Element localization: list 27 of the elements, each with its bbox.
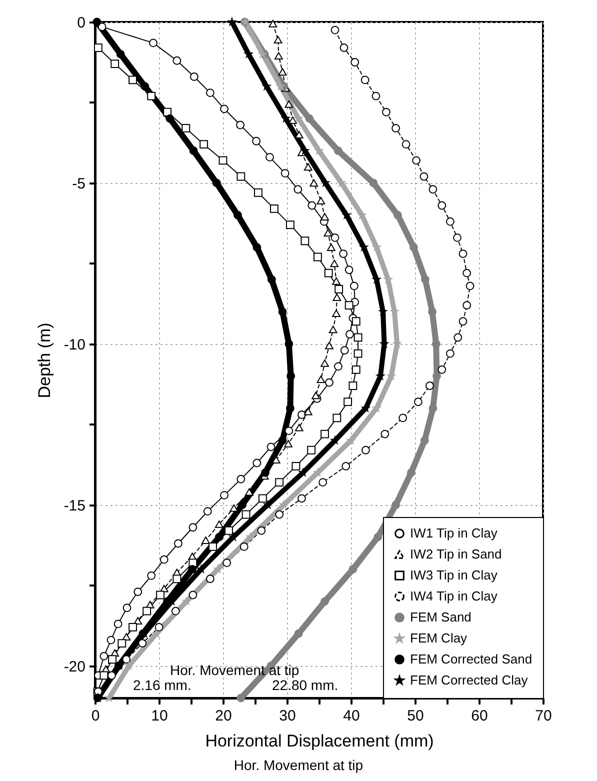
annotation: 22.80 mm.	[272, 677, 338, 693]
y-tick-label: 0	[77, 14, 86, 32]
legend-label: IW2 Tip in Sand	[410, 546, 502, 562]
y-tick-label: -10	[64, 336, 86, 354]
y-tick-label: -5	[72, 175, 86, 192]
x-tick-label: 60	[471, 708, 488, 724]
x-tick-label: 0	[91, 708, 100, 724]
y-axis-title: Depth (m)	[34, 322, 54, 398]
x-axis-title: Horizontal Displacement (mm)	[205, 732, 434, 750]
legend-label: IW4 Tip in Clay	[410, 588, 498, 604]
legend-label: FEM Sand	[410, 610, 472, 624]
legend-label: IW1 Tip in Clay	[410, 526, 498, 540]
legend-label: IW3 Tip in Clay	[410, 568, 498, 582]
legend-label: FEM Corrected Sand	[410, 652, 532, 666]
text: Hor. Movement at tip	[232, 757, 364, 773]
y-tick-label: -20	[64, 658, 86, 676]
annotation: Hor. Movement at tip	[170, 662, 300, 678]
legend-label: FEM Corrected Clay	[410, 672, 528, 688]
x-tick-label: 30	[279, 708, 296, 724]
annotation: 2.16 mm.	[133, 677, 192, 693]
x-tick-label: 40	[343, 708, 360, 724]
legend-label: FEM Clay	[410, 630, 468, 646]
x-tick-label: 70	[535, 708, 552, 724]
x-tick-label: 50	[407, 708, 424, 724]
x-tick-label: 20	[215, 708, 232, 724]
y-tick-label: -15	[64, 497, 86, 514]
x-tick-label: 10	[151, 708, 168, 724]
